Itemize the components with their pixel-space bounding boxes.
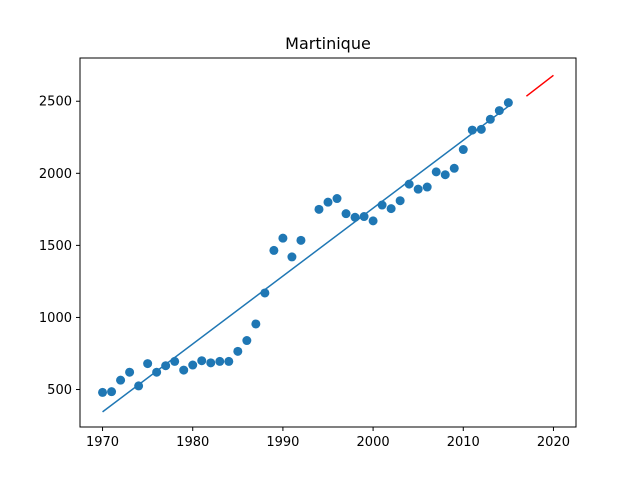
plot-frame (79, 57, 577, 428)
series-line-1 (102, 105, 509, 413)
data-point (422, 182, 432, 192)
data-point (269, 245, 279, 255)
plot-area (98, 74, 554, 413)
data-point (161, 361, 171, 371)
data-point (107, 387, 117, 397)
data-point (134, 381, 144, 391)
x-tick-label: 1970 (86, 435, 119, 450)
y-tick-label: 1000 (39, 311, 72, 326)
data-point (440, 170, 450, 180)
x-tick-label: 1980 (176, 435, 209, 450)
data-point (350, 212, 360, 222)
data-point (143, 359, 153, 369)
x-tick-label: 2000 (357, 435, 390, 450)
data-point (368, 216, 378, 226)
data-point (332, 194, 342, 204)
y-tick-label: 500 (47, 383, 72, 398)
data-point (116, 375, 126, 385)
data-point (494, 106, 504, 116)
data-point (467, 125, 477, 135)
data-point (377, 200, 387, 210)
x-axis: 1970 1980 1990 2000 2010 2020 (86, 427, 570, 450)
data-point (431, 167, 441, 177)
data-point (314, 204, 324, 214)
data-point (449, 163, 459, 173)
data-point (179, 365, 189, 375)
data-point (458, 145, 468, 155)
data-point (125, 367, 135, 377)
y-axis: 500 1000 1500 2000 2500 (39, 95, 80, 398)
series-line-2 (525, 74, 554, 97)
data-point (404, 179, 414, 189)
data-point (476, 124, 486, 134)
data-point (215, 356, 225, 366)
chart-title: Martinique (285, 34, 371, 53)
data-point (296, 235, 306, 245)
data-point (152, 367, 162, 377)
data-point (413, 184, 423, 194)
y-tick-label: 1500 (39, 239, 72, 254)
x-tick-label: 1990 (266, 435, 299, 450)
data-point (485, 114, 495, 124)
data-point (206, 358, 216, 368)
data-point (242, 336, 252, 346)
data-point (503, 98, 513, 108)
data-point (251, 319, 261, 329)
data-point (341, 209, 351, 219)
data-point (359, 212, 369, 222)
data-point (395, 196, 405, 206)
x-tick-label: 2020 (537, 435, 570, 450)
data-point (386, 204, 396, 214)
data-point (287, 252, 297, 262)
data-point (278, 233, 288, 243)
data-point (323, 197, 333, 207)
data-point (224, 356, 234, 366)
data-point (260, 288, 270, 298)
y-tick-label: 2000 (39, 167, 72, 182)
y-tick-label: 2500 (39, 95, 72, 110)
data-point (98, 387, 108, 397)
data-point (170, 356, 180, 366)
data-point (188, 360, 198, 370)
data-point (197, 356, 207, 366)
x-tick-label: 2010 (447, 435, 480, 450)
data-point (233, 346, 243, 356)
